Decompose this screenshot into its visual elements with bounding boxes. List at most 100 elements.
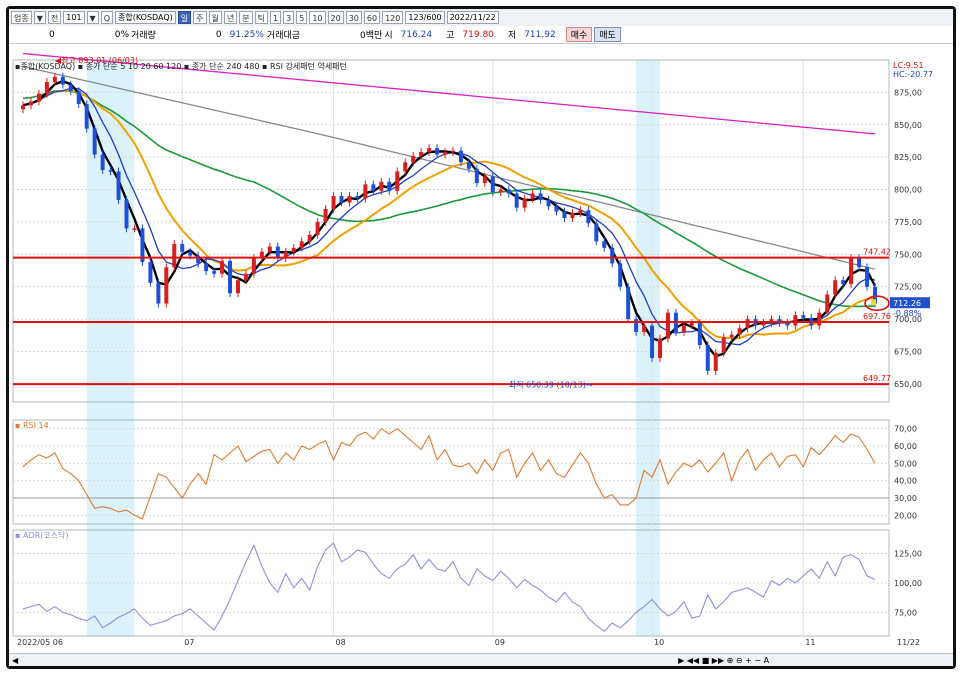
rsi-tick-label: 50,00 xyxy=(894,459,917,468)
candle-body xyxy=(339,196,344,203)
level-label: 697.76 xyxy=(863,312,891,321)
candle-body xyxy=(817,312,822,326)
candle-body xyxy=(164,267,169,304)
ma60-line xyxy=(22,89,876,308)
candle-body xyxy=(610,247,615,264)
amount-value: 0백만 xyxy=(360,31,383,41)
adr-tick-label: 125,00 xyxy=(894,550,922,559)
candle-body xyxy=(849,258,854,285)
candle-body xyxy=(379,181,384,191)
candle-body xyxy=(36,93,41,102)
candle-body xyxy=(530,193,535,199)
toolbar-item[interactable]: 월 xyxy=(208,11,222,24)
toolbar-item[interactable]: 2022/11/22 xyxy=(446,11,499,24)
candle-body xyxy=(212,271,217,274)
candle-body xyxy=(235,280,240,294)
toolbar-item[interactable]: 3 xyxy=(283,11,295,24)
toolbar-item[interactable]: 일 xyxy=(177,11,192,24)
toolbar-item[interactable]: 주 xyxy=(193,11,207,24)
ma10-line xyxy=(22,87,876,346)
candle-body xyxy=(124,199,129,229)
candle-body xyxy=(665,312,670,339)
toolbar-item[interactable]: Q xyxy=(100,11,113,24)
toolbar-item[interactable]: 5 xyxy=(296,11,308,24)
change-pct: 91.25% xyxy=(229,29,264,40)
x-tick-label: 11/22 xyxy=(897,638,920,647)
y-tick-label: 775,00 xyxy=(894,218,922,227)
change-label: -0.88% xyxy=(893,309,922,318)
candle-body xyxy=(60,76,65,85)
candle-body xyxy=(411,155,416,163)
main-legend: ▪종합(KOSDAQ) ▪ 종가 단순 5 10 20 60 120 ▪ 종가 … xyxy=(15,61,347,71)
scroll-left-icon[interactable]: ◀ xyxy=(12,655,19,665)
candle-body xyxy=(737,328,742,335)
candle-body xyxy=(498,189,503,193)
current-price-label: 712.26 xyxy=(893,299,921,308)
rsi-tick-label: 20,00 xyxy=(894,511,917,520)
candle-body xyxy=(435,148,440,155)
navigation-controls[interactable]: ▶ ◀◀ ■ ▶▶ ⊕ ⊖ + − A xyxy=(678,655,770,665)
highlight-ellipse xyxy=(864,295,890,312)
candle-body xyxy=(562,211,567,219)
high-value: 719.80 xyxy=(462,29,494,40)
candle-body xyxy=(841,280,846,285)
candle-body xyxy=(626,286,631,320)
toolbar-item[interactable]: 틱 xyxy=(254,11,269,24)
candle-body xyxy=(148,262,153,283)
y-tick-label: 675,00 xyxy=(894,347,922,356)
toolbar-item[interactable]: 120 xyxy=(382,11,404,24)
candle-body xyxy=(156,282,161,304)
candle-body xyxy=(251,258,256,274)
toolbar-item[interactable]: ▼ xyxy=(33,11,46,24)
toolbar-item[interactable]: 년 xyxy=(223,11,238,24)
rsi-tick-label: 60,00 xyxy=(894,442,917,451)
chart-area[interactable]: 875,00 850,00 825,00 800,00 775,00 750,00 725,… xyxy=(9,44,953,649)
y-tick-label: 750,00 xyxy=(894,250,922,259)
candle-body xyxy=(650,325,655,358)
candle-body xyxy=(450,150,455,153)
sell-button[interactable]: 매도 xyxy=(594,27,621,42)
toolbar-item[interactable]: 업종 xyxy=(11,11,32,24)
toolbar-item[interactable]: 1 xyxy=(270,11,282,24)
candle-body xyxy=(554,206,559,212)
amount-label: 거래대금 xyxy=(266,31,301,41)
candle-body xyxy=(331,196,336,209)
hc-label: HC:-20.77 xyxy=(893,70,933,79)
candle-body xyxy=(132,228,137,230)
candle-body xyxy=(873,286,877,304)
candle-body xyxy=(857,258,862,268)
candle-body xyxy=(689,322,694,326)
toolbar-item[interactable]: 60 xyxy=(363,11,381,24)
candle-body xyxy=(315,221,320,235)
toolbar-item[interactable]: 전 xyxy=(47,11,62,24)
candle-body xyxy=(283,251,288,259)
toolbar-item[interactable]: 123/600 xyxy=(405,11,445,24)
toolbar-item[interactable]: 101 xyxy=(63,11,85,24)
candle-body xyxy=(514,193,519,208)
candle-body xyxy=(458,150,463,163)
ma240-line xyxy=(22,52,876,135)
toolbar-item[interactable]: ▼ xyxy=(86,11,99,24)
candle-body xyxy=(538,193,543,200)
toolbar-item[interactable]: 10 xyxy=(309,11,326,24)
rsi-line xyxy=(22,427,876,520)
current-price-box xyxy=(890,297,930,309)
candle-body xyxy=(28,101,33,106)
candle-body xyxy=(785,322,790,326)
candle-body xyxy=(204,263,209,272)
quote-pct: 0% xyxy=(114,29,130,40)
panel-frame xyxy=(12,59,890,403)
toolbar-item[interactable]: 종합(KOSDAQ) xyxy=(115,11,176,24)
candle-body xyxy=(259,251,264,259)
candle-body xyxy=(745,319,750,329)
toolbar-item[interactable]: 분 xyxy=(239,11,253,24)
candle-body xyxy=(490,176,495,193)
toolbar-item[interactable]: 30 xyxy=(345,11,362,24)
adr-label: ▪ ADR(코스닥) xyxy=(15,530,68,540)
toolbar-item[interactable]: 20 xyxy=(327,11,344,24)
buy-button[interactable]: 매수 xyxy=(565,27,593,42)
y-tick-label: 850,00 xyxy=(894,121,922,130)
ma120-line xyxy=(22,65,876,270)
bottom-scroll-bar[interactable]: ◀ ▶ ◀◀ ■ ▶▶ ⊕ ⊖ + − A xyxy=(9,653,953,666)
candle-body xyxy=(801,315,806,318)
